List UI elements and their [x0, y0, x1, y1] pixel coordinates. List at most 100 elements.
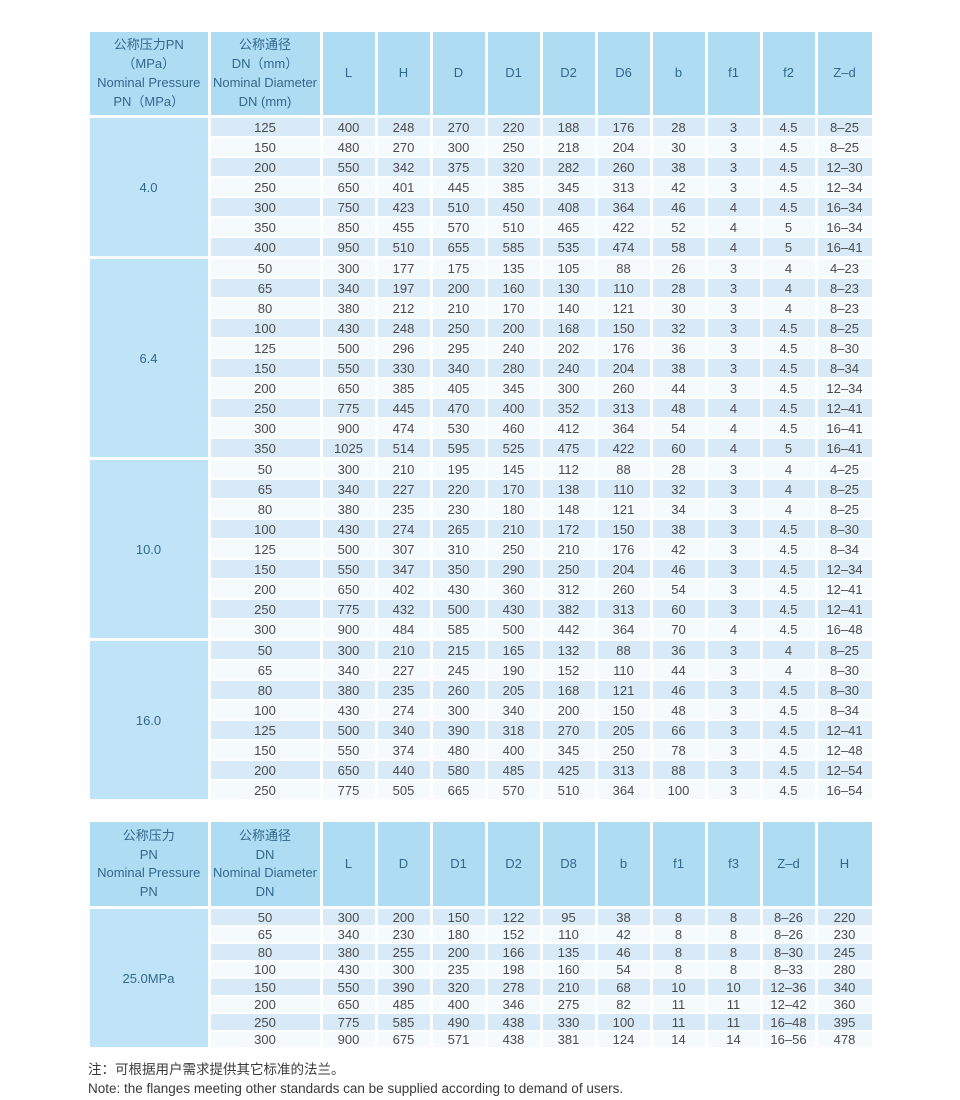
value-cell-D6: 422	[595, 216, 653, 238]
value-cell-H: 347	[375, 558, 433, 580]
value-cell-D: 300	[430, 136, 488, 158]
value-cell-H: 197	[375, 277, 433, 299]
value-cell-f1: 4	[705, 236, 763, 259]
value-cell-D6: 313	[595, 598, 653, 620]
value-cell-f2: 4.5	[760, 759, 818, 781]
value-cell-b: 42	[650, 538, 708, 560]
value-cell-H: 385	[375, 377, 433, 399]
value-cell-b: 100	[595, 1012, 653, 1032]
value-cell-Z–d: 16–41	[815, 236, 875, 259]
value-cell-H: 230	[815, 924, 875, 944]
value-cell-b: 28	[650, 115, 708, 138]
value-cell-D1: 460	[485, 417, 543, 439]
value-cell-f2: 4.5	[760, 115, 818, 138]
value-cell-Z–d: 8–23	[815, 297, 875, 319]
value-cell-L: 430	[320, 959, 378, 979]
value-cell-f1: 3	[705, 739, 763, 761]
value-cell-L: 550	[320, 357, 378, 379]
value-cell-D: 300	[430, 699, 488, 721]
value-cell-D6: 204	[595, 357, 653, 379]
value-cell-D1: 400	[485, 739, 543, 761]
value-cell-L: 380	[320, 679, 378, 701]
table-row: 150 550 347 350 290 250 204 46 3 4.5 12–34	[89, 558, 875, 580]
column-header-L: L	[320, 30, 378, 119]
value-cell-f2: 4	[760, 297, 818, 319]
header-line: Nominal Pressure	[97, 865, 201, 881]
value-cell-D: 295	[430, 337, 488, 359]
value-cell-H: 395	[815, 1012, 875, 1032]
value-cell-Z–d: 8–30	[815, 337, 875, 359]
value-cell-D2: 168	[540, 679, 598, 701]
value-cell-D2: 352	[540, 397, 598, 419]
pressure-group-cell: 16.0	[88, 638, 211, 801]
value-cell-f1: 3	[705, 317, 763, 339]
value-cell-b: 70	[650, 618, 708, 641]
value-cell-D2: 345	[540, 739, 598, 761]
value-cell-L: 550	[320, 558, 378, 580]
value-cell-Z–d: 16–48	[760, 1012, 818, 1032]
column-header-D: D	[375, 820, 433, 910]
value-cell-f2: 4.5	[760, 156, 818, 178]
value-cell-H: 510	[375, 236, 433, 259]
value-cell-b: 88	[650, 759, 708, 781]
value-cell-f1: 3	[705, 377, 763, 399]
value-cell-L: 300	[320, 906, 378, 927]
value-cell-D: 510	[430, 196, 488, 218]
value-cell-Z–d: 16–54	[815, 779, 875, 801]
value-cell-f1: 3	[705, 558, 763, 580]
value-cell-D: 265	[430, 518, 488, 540]
value-cell-Z–d: 12–30	[815, 156, 875, 178]
value-cell-Z–d: 12–41	[815, 598, 875, 620]
value-cell-Z–d: 12–34	[815, 377, 875, 399]
value-cell-Z–d: 8–33	[760, 959, 818, 979]
value-cell-D1: 400	[485, 397, 543, 419]
header-line: Nominal Diameter	[212, 865, 318, 881]
dn-cell: 250	[208, 176, 323, 198]
value-cell-D: 530	[430, 417, 488, 439]
value-cell-Z–d: 8–34	[815, 357, 875, 379]
value-cell-b: 52	[650, 216, 708, 238]
pressure-column-header: 公称压力PN （MPa） Nominal Pressure PN（MPa）	[88, 30, 211, 119]
value-cell-D6: 121	[595, 679, 653, 701]
value-cell-Z–d: 8–30	[815, 518, 875, 540]
value-cell-f1: 3	[705, 136, 763, 158]
value-cell-D1: 290	[485, 558, 543, 580]
value-cell-D2: 278	[485, 977, 543, 997]
value-cell-Z–d: 16–34	[815, 196, 875, 218]
value-cell-f2: 5	[760, 236, 818, 259]
table-row: 80 380 212 210 170 140 121 30 3 4 8–23	[89, 297, 875, 319]
value-cell-L: 900	[320, 1029, 378, 1049]
value-cell-H: 478	[815, 1029, 875, 1049]
dn-cell: 250	[208, 779, 323, 801]
table-row: 250 775 445 470 400 352 313 48 4 4.5 12–41	[89, 397, 875, 419]
value-cell-H: 274	[375, 518, 433, 540]
value-cell-b: 46	[650, 558, 708, 580]
value-cell-D8: 110	[540, 924, 598, 944]
value-cell-D2: 198	[485, 959, 543, 979]
value-cell-L: 1025	[320, 437, 378, 460]
value-cell-f2: 4.5	[760, 196, 818, 218]
value-cell-D6: 121	[595, 297, 653, 319]
table-row: 100 430 248 250 200 168 150 32 3 4.5 8–25	[89, 317, 875, 339]
column-header-f2: f2	[760, 30, 818, 119]
value-cell-D: 270	[430, 115, 488, 138]
value-cell-D2: 442	[540, 618, 598, 641]
value-cell-D8: 210	[540, 977, 598, 997]
header-line: DN	[255, 884, 275, 900]
table-row: 80 380 235 260 205 168 121 46 3 4.5 8–30	[89, 679, 875, 701]
value-cell-L: 340	[320, 659, 378, 681]
value-cell-D2: 475	[540, 437, 598, 460]
value-cell-D6: 204	[595, 558, 653, 580]
value-cell-b: 28	[650, 277, 708, 299]
value-cell-f2: 4	[760, 478, 818, 500]
value-cell-f2: 4	[760, 256, 818, 279]
value-cell-D2: 200	[540, 699, 598, 721]
value-cell-D1: 570	[485, 779, 543, 801]
value-cell-L: 900	[320, 618, 378, 641]
value-cell-f2: 4.5	[760, 136, 818, 158]
value-cell-f1: 4	[705, 196, 763, 218]
header-line: PN	[139, 884, 158, 900]
value-cell-f2: 4.5	[760, 598, 818, 620]
value-cell-D: 340	[430, 357, 488, 379]
column-header-Zd: Z–d	[815, 30, 875, 119]
